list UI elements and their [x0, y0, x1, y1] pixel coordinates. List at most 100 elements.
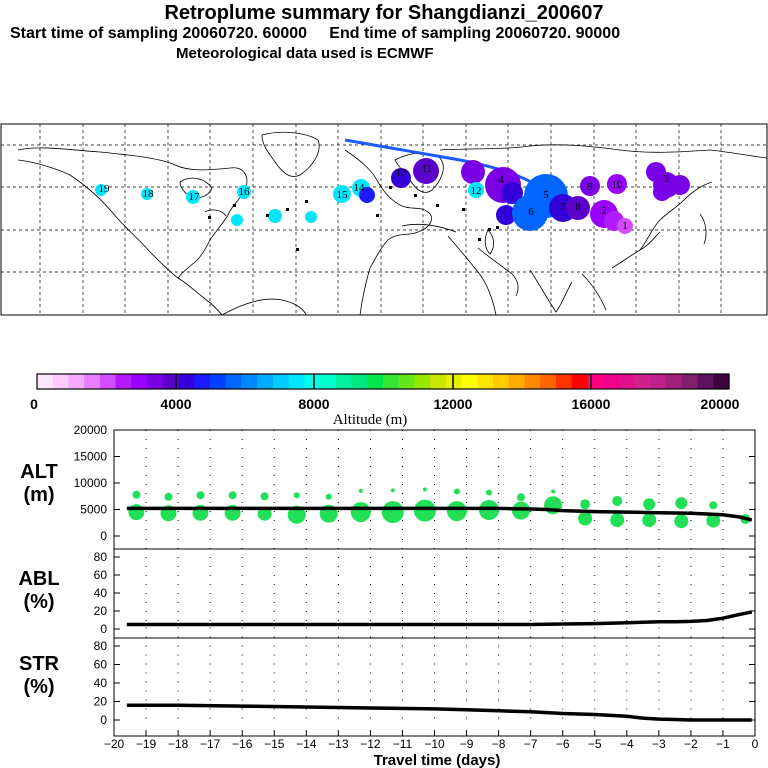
- colorbar-major-ticks: [175, 374, 592, 389]
- x-tick-label: −20: [104, 737, 125, 751]
- altitude-cluster-point: [512, 501, 530, 520]
- altitude-cluster-point: [422, 487, 427, 492]
- x-axis-title: Travel time (days): [374, 752, 501, 768]
- colorbar-cell: [225, 374, 243, 389]
- x-tick-label: −8: [492, 737, 506, 751]
- plume-label: 1: [622, 220, 628, 232]
- colorbar-cell: [571, 374, 589, 389]
- plume-label: 2: [601, 205, 607, 217]
- coast-japan: [699, 213, 707, 245]
- altitude-cluster-point: [675, 497, 688, 510]
- colorbar-cell: [587, 374, 604, 389]
- colorbar-cell: [304, 374, 321, 389]
- x-tick-label: −19: [136, 737, 157, 751]
- transport-track: [344, 138, 546, 192]
- x-tick-label: −12: [360, 737, 381, 751]
- plume-label: 8: [575, 201, 581, 213]
- coast-caspian: [484, 229, 494, 255]
- altitude-cluster-point: [381, 501, 404, 524]
- altitude-cluster-point: [486, 489, 492, 496]
- altitude-cluster-point: [196, 491, 205, 500]
- colorbar-cell: [493, 374, 510, 389]
- coastlines: [17, 131, 767, 315]
- coast-north-america: [17, 147, 248, 279]
- altitude-cluster-point: [551, 489, 556, 494]
- colorbar-cell: [257, 374, 274, 389]
- y-tick-label: 0: [100, 622, 107, 636]
- plume-marker: [413, 158, 439, 184]
- colorbar-cell: [147, 374, 164, 389]
- x-tick-label: −13: [328, 737, 349, 751]
- map-panel: 19 18 17 16 15 14 13 12 11 10 9 8 7 6 5 …: [0, 123, 768, 316]
- colorbar-cell: [84, 374, 101, 389]
- colorbar-cell: [461, 374, 478, 389]
- series-line: [126, 506, 753, 522]
- end-time-label: End time of sampling 20060720. 90000: [329, 25, 621, 42]
- y-tick-label: 0: [100, 713, 107, 727]
- plume-marker: [186, 190, 200, 204]
- coast-east-asia: [639, 181, 713, 251]
- colorbar-cell: [477, 374, 494, 389]
- altitude-cluster-point: [257, 506, 272, 521]
- colorbar-cell: [68, 374, 85, 389]
- altitude-cluster-point: [293, 492, 300, 499]
- y-tick-label: 0: [100, 529, 107, 543]
- met-data-label: Meteorological data used is ECMWF: [176, 45, 434, 62]
- plume-marker: [391, 168, 411, 188]
- plume-marker: [237, 185, 251, 199]
- y-tick-label: 80: [94, 639, 108, 653]
- y-tick-label: 60: [94, 658, 108, 672]
- abl-label: ABL: [18, 568, 59, 590]
- plume-marker: [141, 188, 153, 200]
- plume-label: 6: [528, 206, 534, 218]
- colorbar-cell: [650, 374, 667, 389]
- altitude-cluster-point: [643, 498, 656, 511]
- coast-europe: [344, 149, 432, 269]
- plume-label: 9: [587, 181, 593, 193]
- map-graticule: [1, 124, 767, 315]
- str-panel: 0 20 40 60 80: [94, 627, 755, 727]
- colorbar-cell: [335, 374, 353, 389]
- x-tick-label: −11: [393, 737, 413, 751]
- y-tick-label: 20000: [74, 423, 108, 437]
- plume-label: 12: [471, 185, 482, 197]
- x-tick-label: −7: [524, 737, 538, 751]
- colorbar-cell: [272, 374, 290, 389]
- plume-markers: [95, 158, 690, 234]
- x-tick-label: −9: [460, 737, 474, 751]
- colorbar-tick: 16000: [572, 396, 611, 412]
- colorbar-cell: [99, 374, 117, 389]
- plume-label: 13: [396, 167, 408, 179]
- coast-africa: [359, 235, 497, 315]
- plume-marker: [231, 214, 243, 226]
- y-tick-label: 40: [94, 586, 108, 600]
- plume-marker: [95, 184, 107, 196]
- x-axis: −20 −19 −18 −17 −16 −15 −14 −13 −12 −11 −10 −9 −8 −7−…: [104, 730, 759, 751]
- altitude-cluster-point: [128, 504, 145, 521]
- colorbar-cell: [241, 374, 258, 389]
- altitude-cluster-point: [674, 514, 689, 529]
- altitude-cluster-point: [358, 488, 363, 493]
- altitude-cluster-point: [517, 493, 525, 502]
- colorbar-cell: [713, 374, 730, 389]
- coast-arctic-russia: [439, 144, 767, 159]
- x-tick-label: 0: [752, 737, 759, 751]
- colorbar-cell: [383, 374, 400, 389]
- colorbar-cell: [697, 374, 714, 389]
- colorbar-cell: [398, 374, 416, 389]
- plume-marker: [580, 176, 600, 196]
- altitude-cluster-point: [612, 496, 623, 506]
- plume-label: 5: [543, 189, 549, 201]
- plume-label: 10: [612, 179, 624, 191]
- plume-label: 3: [663, 173, 669, 185]
- plume-label: 16: [239, 186, 251, 198]
- colorbar-tick: 12000: [434, 396, 473, 412]
- y-tick-label: 20: [94, 604, 108, 618]
- y-tick-label: 60: [94, 568, 108, 582]
- colorbar-cell: [540, 374, 557, 389]
- plume-label: 14: [354, 182, 366, 194]
- coast-hudson: [179, 177, 213, 199]
- altitude-cluster-point: [325, 493, 332, 500]
- altitude-cluster-point: [390, 488, 395, 493]
- altitude-cluster-point: [413, 499, 436, 522]
